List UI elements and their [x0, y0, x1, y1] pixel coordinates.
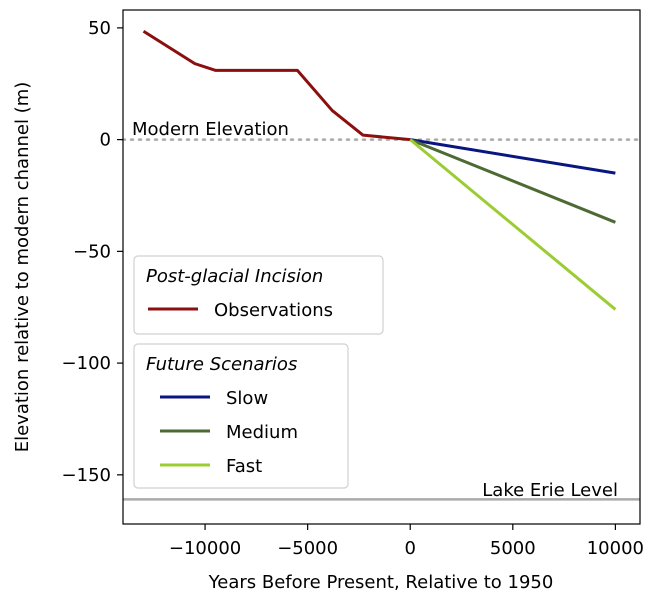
- legend-post-glacial: Post-glacial Incision Observations: [133, 255, 384, 335]
- y-tick-label: −150: [62, 465, 111, 486]
- legend-title: Post-glacial Incision: [146, 266, 323, 287]
- series-line-slow: [409, 138, 616, 175]
- x-axis-label: Years Before Present, Relative to 1950: [208, 572, 554, 593]
- y-tick-label: −50: [73, 241, 111, 262]
- lake-erie-level-label: Lake Erie Level: [482, 480, 618, 501]
- legend-label-medium: Medium: [226, 422, 298, 443]
- x-tick-label: −5000: [277, 538, 338, 559]
- modern-elevation-label: Modern Elevation: [132, 119, 289, 140]
- legend-title: Future Scenarios: [146, 354, 297, 375]
- series-line-fast: [409, 138, 617, 311]
- plot-frame: [122, 9, 641, 525]
- x-tick-label: 0: [404, 538, 415, 559]
- x-tick-label: 10000: [587, 538, 644, 559]
- legend-label-slow: Slow: [226, 388, 268, 409]
- legend-box: [133, 255, 384, 335]
- series-layer: [142, 29, 617, 311]
- x-tick-label: −10000: [169, 538, 241, 559]
- legend-label-fast: Fast: [226, 456, 262, 477]
- series-line-observations: [142, 29, 411, 142]
- y-axis-label: Elevation relative to modern channel (m): [12, 82, 33, 453]
- y-tick-label: 50: [88, 18, 111, 39]
- legend-label-observations: Observations: [214, 300, 333, 321]
- y-tick-label: −100: [62, 353, 111, 374]
- legend-future: Future Scenarios Slow Medium Fast: [133, 343, 349, 489]
- y-tick-label: 0: [100, 130, 111, 151]
- series-line-medium: [409, 138, 616, 224]
- tick-layer: −10000 −5000 0 5000 10000 50 0 −50 −100 −150: [62, 18, 644, 559]
- legend-box: [133, 343, 349, 489]
- x-tick-label: 5000: [490, 538, 536, 559]
